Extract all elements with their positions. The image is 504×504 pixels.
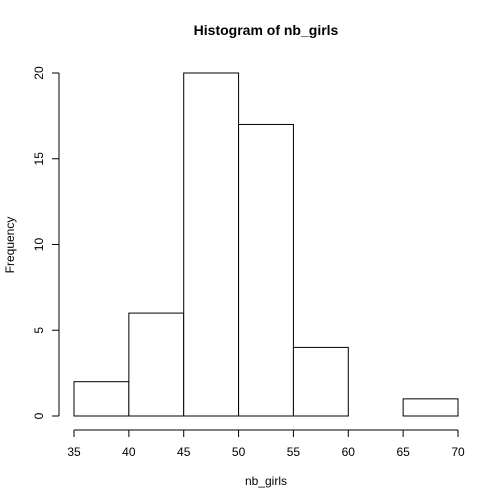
histogram-bar-55-60	[292, 346, 349, 417]
y-tick-label: 0	[32, 412, 46, 419]
x-tick-label: 65	[396, 445, 410, 459]
histogram-bar-50-55	[238, 123, 294, 417]
x-tick-label: 35	[67, 445, 81, 459]
x-tick-label: 60	[342, 445, 356, 459]
x-axis: 35 40 45 50 55 60 65 70	[67, 429, 465, 459]
bars-group	[73, 72, 459, 417]
chart-title: Histogram of nb_girls	[194, 22, 339, 38]
x-axis-label: nb_girls	[245, 474, 287, 488]
x-tick-label: 50	[232, 445, 246, 459]
histogram-bar-65-70	[402, 398, 459, 417]
y-tick-label: 5	[32, 327, 46, 334]
y-axis-label: Frequency	[3, 217, 17, 274]
y-tick-label: 10	[32, 238, 46, 252]
histogram-bar-45-50	[183, 72, 240, 417]
histogram-bar-40-45	[128, 312, 185, 417]
x-tick-label: 70	[451, 445, 465, 459]
histogram-bar-35-40	[73, 381, 130, 417]
y-tick-label: 15	[32, 152, 46, 166]
y-axis: 0 5 10 15 20	[32, 66, 60, 419]
x-tick-label: 55	[287, 445, 301, 459]
x-tick-label: 40	[122, 445, 136, 459]
y-tick-label: 20	[32, 66, 46, 80]
x-tick-label: 45	[177, 445, 191, 459]
